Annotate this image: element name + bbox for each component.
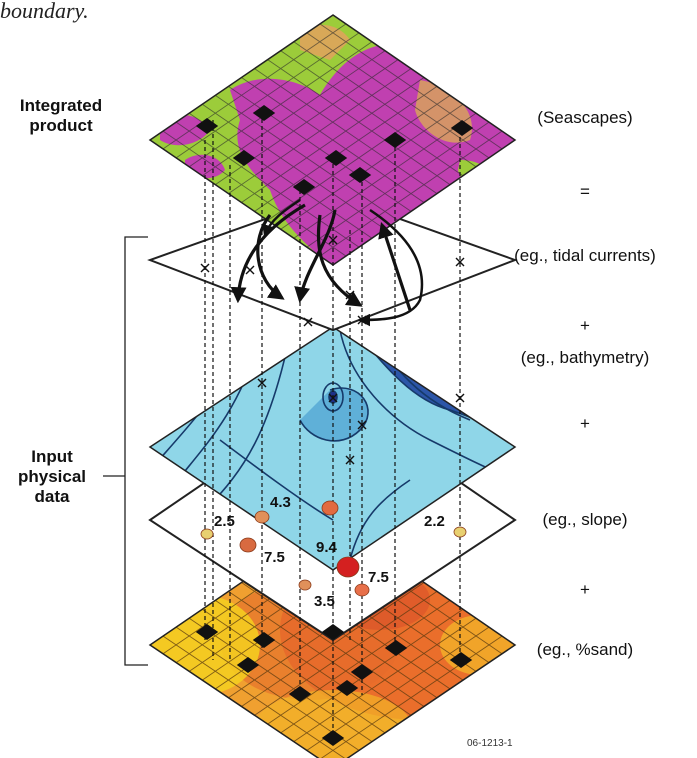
x-mark [200,263,210,273]
seascapes-layer [148,14,517,266]
slope-point [254,510,270,524]
x-mark [345,455,355,465]
figure-code: 06-1213-1 [467,738,513,749]
integrated-product-label: Integrated product [19,96,103,135]
right-label: (eg., tidal currents) [514,246,656,265]
sample-diamond [236,657,260,673]
slope-point [200,528,214,540]
x-mark [328,235,338,245]
sample-diamond [383,132,407,148]
slope-value: 7.5 [368,569,389,586]
sample-diamond [350,664,374,680]
sample-diamond [321,730,345,746]
slope-point [354,583,370,597]
input-physical-data-label: Input physical data [17,447,87,506]
sample-diamond [252,632,276,648]
slope-point [321,500,339,516]
sample-diamond [348,167,372,183]
sample-diamond [324,150,348,166]
seascape-grid [162,23,503,257]
sample-diamond [450,120,474,136]
input-data-bracket [103,236,148,666]
x-mark [455,257,465,267]
sample-diamond [321,624,345,640]
sample-diamond [449,652,473,668]
slope-value: 3.5 [314,593,335,610]
x-mark [245,265,255,275]
right-label: + [580,316,590,335]
sample-lines [204,112,461,735]
right-label: + [580,414,590,433]
right-label: (eg., %sand) [536,640,634,659]
x-mark [257,378,267,388]
sample-diamond [384,640,408,656]
current-arrows [230,198,424,327]
right-label: (Seascapes) [537,108,633,127]
slope-points [200,500,467,597]
slope-value: 7.5 [264,549,285,566]
sample-diamonds [195,105,474,746]
right-label: = [580,182,590,201]
clipped-caption-fragment: boundary. [0,0,89,23]
right-label: (eg., bathymetry) [520,348,650,367]
slope-point [336,556,360,578]
slope-value: 2.2 [424,513,445,530]
slope-point [453,526,467,538]
x-mark [455,393,465,403]
slope-value: 9.4 [316,539,337,556]
sample-diamond [335,680,359,696]
right-label: (eg., slope) [542,510,628,529]
sample-diamond [232,150,256,166]
sample-diamond [195,118,219,134]
x-mark [357,420,367,430]
sample-diamond [252,105,276,121]
sample-diamond [288,686,312,702]
slope-value: 2.5 [214,513,235,530]
slope-point [298,579,312,591]
x-mark [303,317,313,327]
right-label: + [580,580,590,599]
slope-point [239,537,257,553]
x-mark [328,393,338,403]
sample-diamond [195,624,219,640]
sample-diamond [292,179,316,195]
slope-value: 4.3 [270,494,291,511]
